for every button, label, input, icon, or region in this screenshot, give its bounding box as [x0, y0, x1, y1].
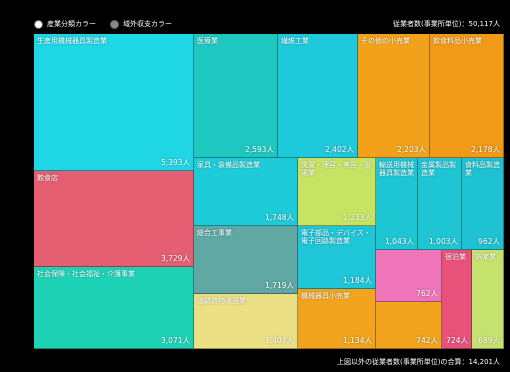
- treemap-cell-value: 2,402人: [325, 145, 354, 154]
- treemap-cell[interactable]: 繊維工業 2,402人: [278, 34, 358, 158]
- treemap-cell-value: 2,178人: [471, 145, 500, 154]
- treemap-cell-label: 総合工事業: [197, 229, 232, 237]
- treemap-cell-label: 生産用機械器具製造業: [37, 37, 107, 45]
- treemap-cell-label: 輸送用機械器具製造業: [379, 161, 414, 177]
- treemap-cell-value: 689人: [478, 336, 500, 345]
- industry-color-toggle[interactable]: 産業分類カラー: [34, 19, 96, 29]
- treemap-cell-value: 724人: [446, 336, 468, 345]
- treemap-cell[interactable]: 洗濯・理容・美容・浴場業 1,233人: [298, 158, 376, 226]
- treemap-cell-label: 社会保険・社会福祉・介護事業: [37, 270, 135, 278]
- treemap-cell[interactable]: 総合工事業 1,719人: [194, 226, 298, 294]
- treemap-cell-label: 飲食店: [37, 174, 58, 182]
- treemap-cell-label: その他の小売業: [361, 37, 410, 45]
- treemap-cell[interactable]: 宿泊業 724人: [442, 250, 472, 349]
- treemap-cell-label: 娯楽業: [475, 253, 496, 261]
- treemap-cell[interactable]: 食料品製造業 962人: [462, 158, 504, 250]
- treemap-cell[interactable]: 娯楽業 689人: [472, 250, 504, 349]
- treemap-cell-label: 宿泊業: [445, 253, 466, 261]
- treemap-cell-value: 3,071人: [161, 336, 190, 345]
- treemap-cell-value: 2,203人: [397, 145, 426, 154]
- treemap-cell-label: 道路貨物運送業: [197, 297, 246, 305]
- treemap-cell-value: 2,593人: [245, 145, 274, 154]
- treemap-cell-label: 機械器具小売業: [301, 292, 350, 300]
- treemap-cell-value: 1,043人: [385, 237, 414, 246]
- treemap-cell[interactable]: 道路貨物運送業 1,404人: [194, 294, 298, 349]
- treemap-cell-value: 742人: [416, 336, 438, 345]
- treemap-cell-label: 繊維工業: [281, 37, 309, 45]
- treemap-cell-value: 1,719人: [265, 281, 294, 290]
- treemap-cell-value: 1,748人: [265, 213, 294, 222]
- treemap-cell-label: 金属製品製造業: [421, 161, 456, 177]
- treemap-cell-label: 家具・装備品製造業: [197, 161, 260, 169]
- total-employees-label: 従業者数(事業所単位)：50,117人: [393, 20, 500, 28]
- treemap-cell[interactable]: 生産用機械器具製造業 5,393人: [34, 34, 194, 171]
- treemap-cell[interactable]: 金属製品製造業 1,003人: [418, 158, 462, 250]
- treemap-cell[interactable]: その他の小売業 2,203人: [358, 34, 430, 158]
- treemap-cell-value: 762人: [416, 289, 438, 298]
- treemap-cell-value: 1,233人: [343, 213, 372, 222]
- radio-unselected-icon[interactable]: [110, 19, 119, 29]
- treemap-cell-value: 1,134人: [343, 336, 372, 345]
- treemap-cell-value: 1,184人: [343, 276, 372, 285]
- treemap-cell-value: 962人: [478, 237, 500, 246]
- treemap-cell-label: 電子部品・デバイス・電子回路製造業: [301, 229, 371, 245]
- treemap-cell[interactable]: 社会保険・社会福祉・介護事業 3,071人: [34, 267, 194, 349]
- radio-selected-icon[interactable]: [34, 19, 43, 29]
- treemap-cell[interactable]: 742人: [376, 302, 442, 349]
- treemap-cell-label: 洗濯・理容・美容・浴場業: [301, 161, 371, 177]
- treemap-cell-value: 3,729人: [161, 254, 190, 263]
- treemap-cell[interactable]: 飲食料品小売業 2,178人: [430, 34, 504, 158]
- treemap-cell[interactable]: 電子部品・デバイス・電子回路製造業 1,184人: [298, 226, 376, 289]
- treemap-cell-label: 食料品製造業: [465, 161, 500, 177]
- treemap-cell-value: 1,003人: [429, 237, 458, 246]
- treemap-chart: 生産用機械器具製造業 5,393人 医療業 2,593人 繊維工業 2,402人 その他の小…: [34, 34, 504, 349]
- treemap-cell-value: 5,393人: [161, 158, 190, 167]
- treemap-cell-label: 飲食料品小売業: [433, 37, 482, 45]
- region-color-toggle[interactable]: 域外収支カラー: [110, 19, 172, 29]
- treemap-cell-label: 医療業: [197, 37, 218, 45]
- color-legend: 産業分類カラー 域外収支カラー: [34, 17, 186, 31]
- others-total-note: 上図以外の従業者数(事業所単位)の合算：14,201人: [337, 358, 500, 366]
- treemap-cell[interactable]: 飲食店 3,729人: [34, 171, 194, 267]
- industry-color-label: 産業分類カラー: [47, 20, 96, 28]
- treemap-cell[interactable]: 762人: [376, 250, 442, 302]
- region-color-label: 域外収支カラー: [123, 20, 172, 28]
- treemap-cell[interactable]: 機械器具小売業 1,134人: [298, 289, 376, 349]
- treemap-cell[interactable]: 家具・装備品製造業 1,748人: [194, 158, 298, 226]
- treemap-cell[interactable]: 輸送用機械器具製造業 1,043人: [376, 158, 418, 250]
- treemap-cell[interactable]: 医療業 2,593人: [194, 34, 278, 158]
- treemap-cell-value: 1,404人: [265, 336, 294, 345]
